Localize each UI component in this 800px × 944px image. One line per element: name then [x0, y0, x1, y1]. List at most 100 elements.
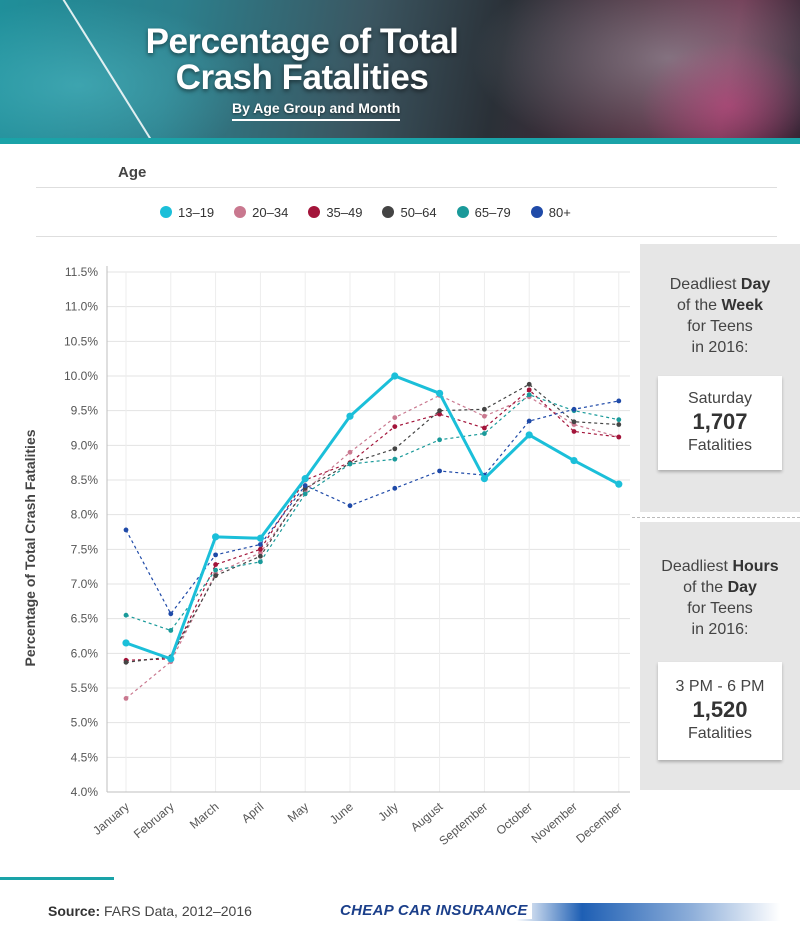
- deadliest-day-count: 1,707: [692, 409, 748, 434]
- x-tick-label: September: [436, 800, 490, 848]
- data-point: [123, 696, 129, 701]
- header-banner: [0, 0, 800, 142]
- legend-heading: Age: [118, 164, 147, 181]
- data-point: [391, 372, 399, 380]
- x-tick-label: August: [408, 799, 446, 834]
- series-line: [125, 389, 619, 661]
- data-point: [615, 480, 623, 488]
- deadliest-day-heading: Deadliest Day of the Week for Teens in 2…: [669, 276, 771, 356]
- data-point: [347, 449, 353, 455]
- x-tick-label: December: [573, 800, 624, 846]
- data-point: [168, 628, 174, 633]
- data-point: [258, 546, 263, 552]
- series-line: [125, 394, 619, 699]
- y-tick-label: 8.5%: [71, 473, 99, 487]
- x-tick-label: February: [131, 800, 177, 842]
- data-point: [616, 417, 622, 423]
- data-point: [302, 483, 308, 488]
- data-point: [167, 655, 175, 663]
- data-point: [213, 567, 219, 573]
- x-tick-label: April: [239, 800, 266, 826]
- data-point: [123, 612, 129, 618]
- data-point: [482, 425, 487, 431]
- x-tick-label: January: [90, 800, 132, 838]
- data-point: [437, 411, 442, 417]
- deadliest-hours-card: 3 PM - 6 PM 1,520 Fatalities: [658, 662, 782, 760]
- data-point: [213, 573, 219, 579]
- data-point: [482, 406, 487, 412]
- legend-item: 50–64: [382, 205, 437, 220]
- legend-label: 65–79: [474, 204, 511, 220]
- data-point: [347, 461, 353, 467]
- legend-divider-bottom: [36, 236, 777, 237]
- data-point: [256, 534, 264, 542]
- y-tick-label: 10.5%: [64, 334, 98, 348]
- legend-label: 20–34: [252, 204, 289, 220]
- title-line-2: Crash Fatalities: [175, 58, 429, 97]
- page-subtitle: By Age Group and Month: [232, 100, 401, 121]
- y-tick-label: 5.5%: [71, 681, 99, 695]
- x-tick-label: November: [529, 800, 580, 846]
- data-point: [437, 468, 442, 474]
- y-tick-label: 8.0%: [71, 508, 99, 522]
- legend-label: 80+: [548, 204, 571, 220]
- data-point: [482, 431, 487, 436]
- y-tick-label: 7.5%: [71, 542, 99, 556]
- deadliest-day-panel: Deadliest Day of the Week for Teens in 2…: [640, 244, 800, 512]
- x-tick-label: October: [493, 800, 535, 838]
- series-line: [125, 383, 619, 663]
- data-point: [571, 429, 577, 434]
- y-tick-label: 11.5%: [65, 265, 98, 279]
- data-point: [571, 406, 577, 412]
- brand-logo: CHEAP CAR INSURANCE: [340, 902, 532, 919]
- data-point: [213, 552, 219, 558]
- data-point: [301, 475, 309, 483]
- data-point: [571, 419, 577, 425]
- legend-label: 13–19: [178, 204, 215, 220]
- legend-swatch-icon: [308, 206, 321, 218]
- y-tick-label: 4.0%: [71, 785, 99, 799]
- x-tick-label: May: [285, 800, 311, 825]
- data-point: [482, 413, 487, 419]
- legend-label: 35–49: [326, 204, 363, 220]
- y-axis-label: Percentage of Total Crash Fatalities: [22, 429, 38, 667]
- data-point: [392, 424, 398, 430]
- legend-divider-top: [36, 187, 777, 188]
- x-tick-label: March: [187, 800, 222, 832]
- y-tick-label: 5.0%: [71, 716, 99, 730]
- data-point: [258, 559, 263, 565]
- page-title: Percentage of Total Crash Fatalities: [112, 24, 492, 96]
- data-point: [616, 398, 622, 404]
- data-point: [437, 408, 442, 414]
- banner-photo-right: [640, 40, 800, 142]
- data-point: [480, 475, 488, 483]
- data-point: [346, 412, 354, 420]
- data-point: [258, 542, 263, 547]
- data-point: [302, 491, 308, 497]
- y-tick-label: 9.0%: [71, 438, 99, 452]
- legend-swatch-icon: [234, 206, 247, 218]
- data-point: [392, 456, 398, 462]
- legend-item: 35–49: [308, 205, 362, 220]
- data-point: [392, 446, 398, 452]
- y-tick-label: 9.5%: [71, 404, 99, 418]
- x-tick-label: July: [375, 800, 400, 824]
- source-note: Source: FARS Data, 2012–2016: [48, 903, 252, 919]
- data-point: [526, 381, 532, 387]
- deadliest-day-unit: Fatalities: [687, 437, 753, 454]
- data-point: [122, 639, 130, 647]
- data-point: [392, 485, 398, 491]
- panel-divider: [632, 517, 800, 518]
- y-tick-label: 11.0%: [65, 300, 98, 314]
- y-tick-label: 7.0%: [71, 577, 99, 591]
- data-point: [616, 434, 622, 440]
- deadliest-hours-count: 1,520: [692, 697, 748, 722]
- y-axis-label-wrap: Percentage of Total Crash Fatalities: [20, 429, 40, 666]
- y-tick-label: 10.0%: [64, 369, 98, 383]
- data-point: [392, 415, 398, 420]
- banner-photo-left: [0, 0, 260, 142]
- data-point: [436, 389, 444, 397]
- deadliest-hours-panel: Deadliest Hours of the Day for Teens in …: [640, 522, 800, 790]
- deadliest-hours-value: 3 PM - 6 PM: [675, 678, 765, 695]
- chart-legend: 13–19 20–34 35–49 50–64 65–79 80+: [160, 202, 571, 222]
